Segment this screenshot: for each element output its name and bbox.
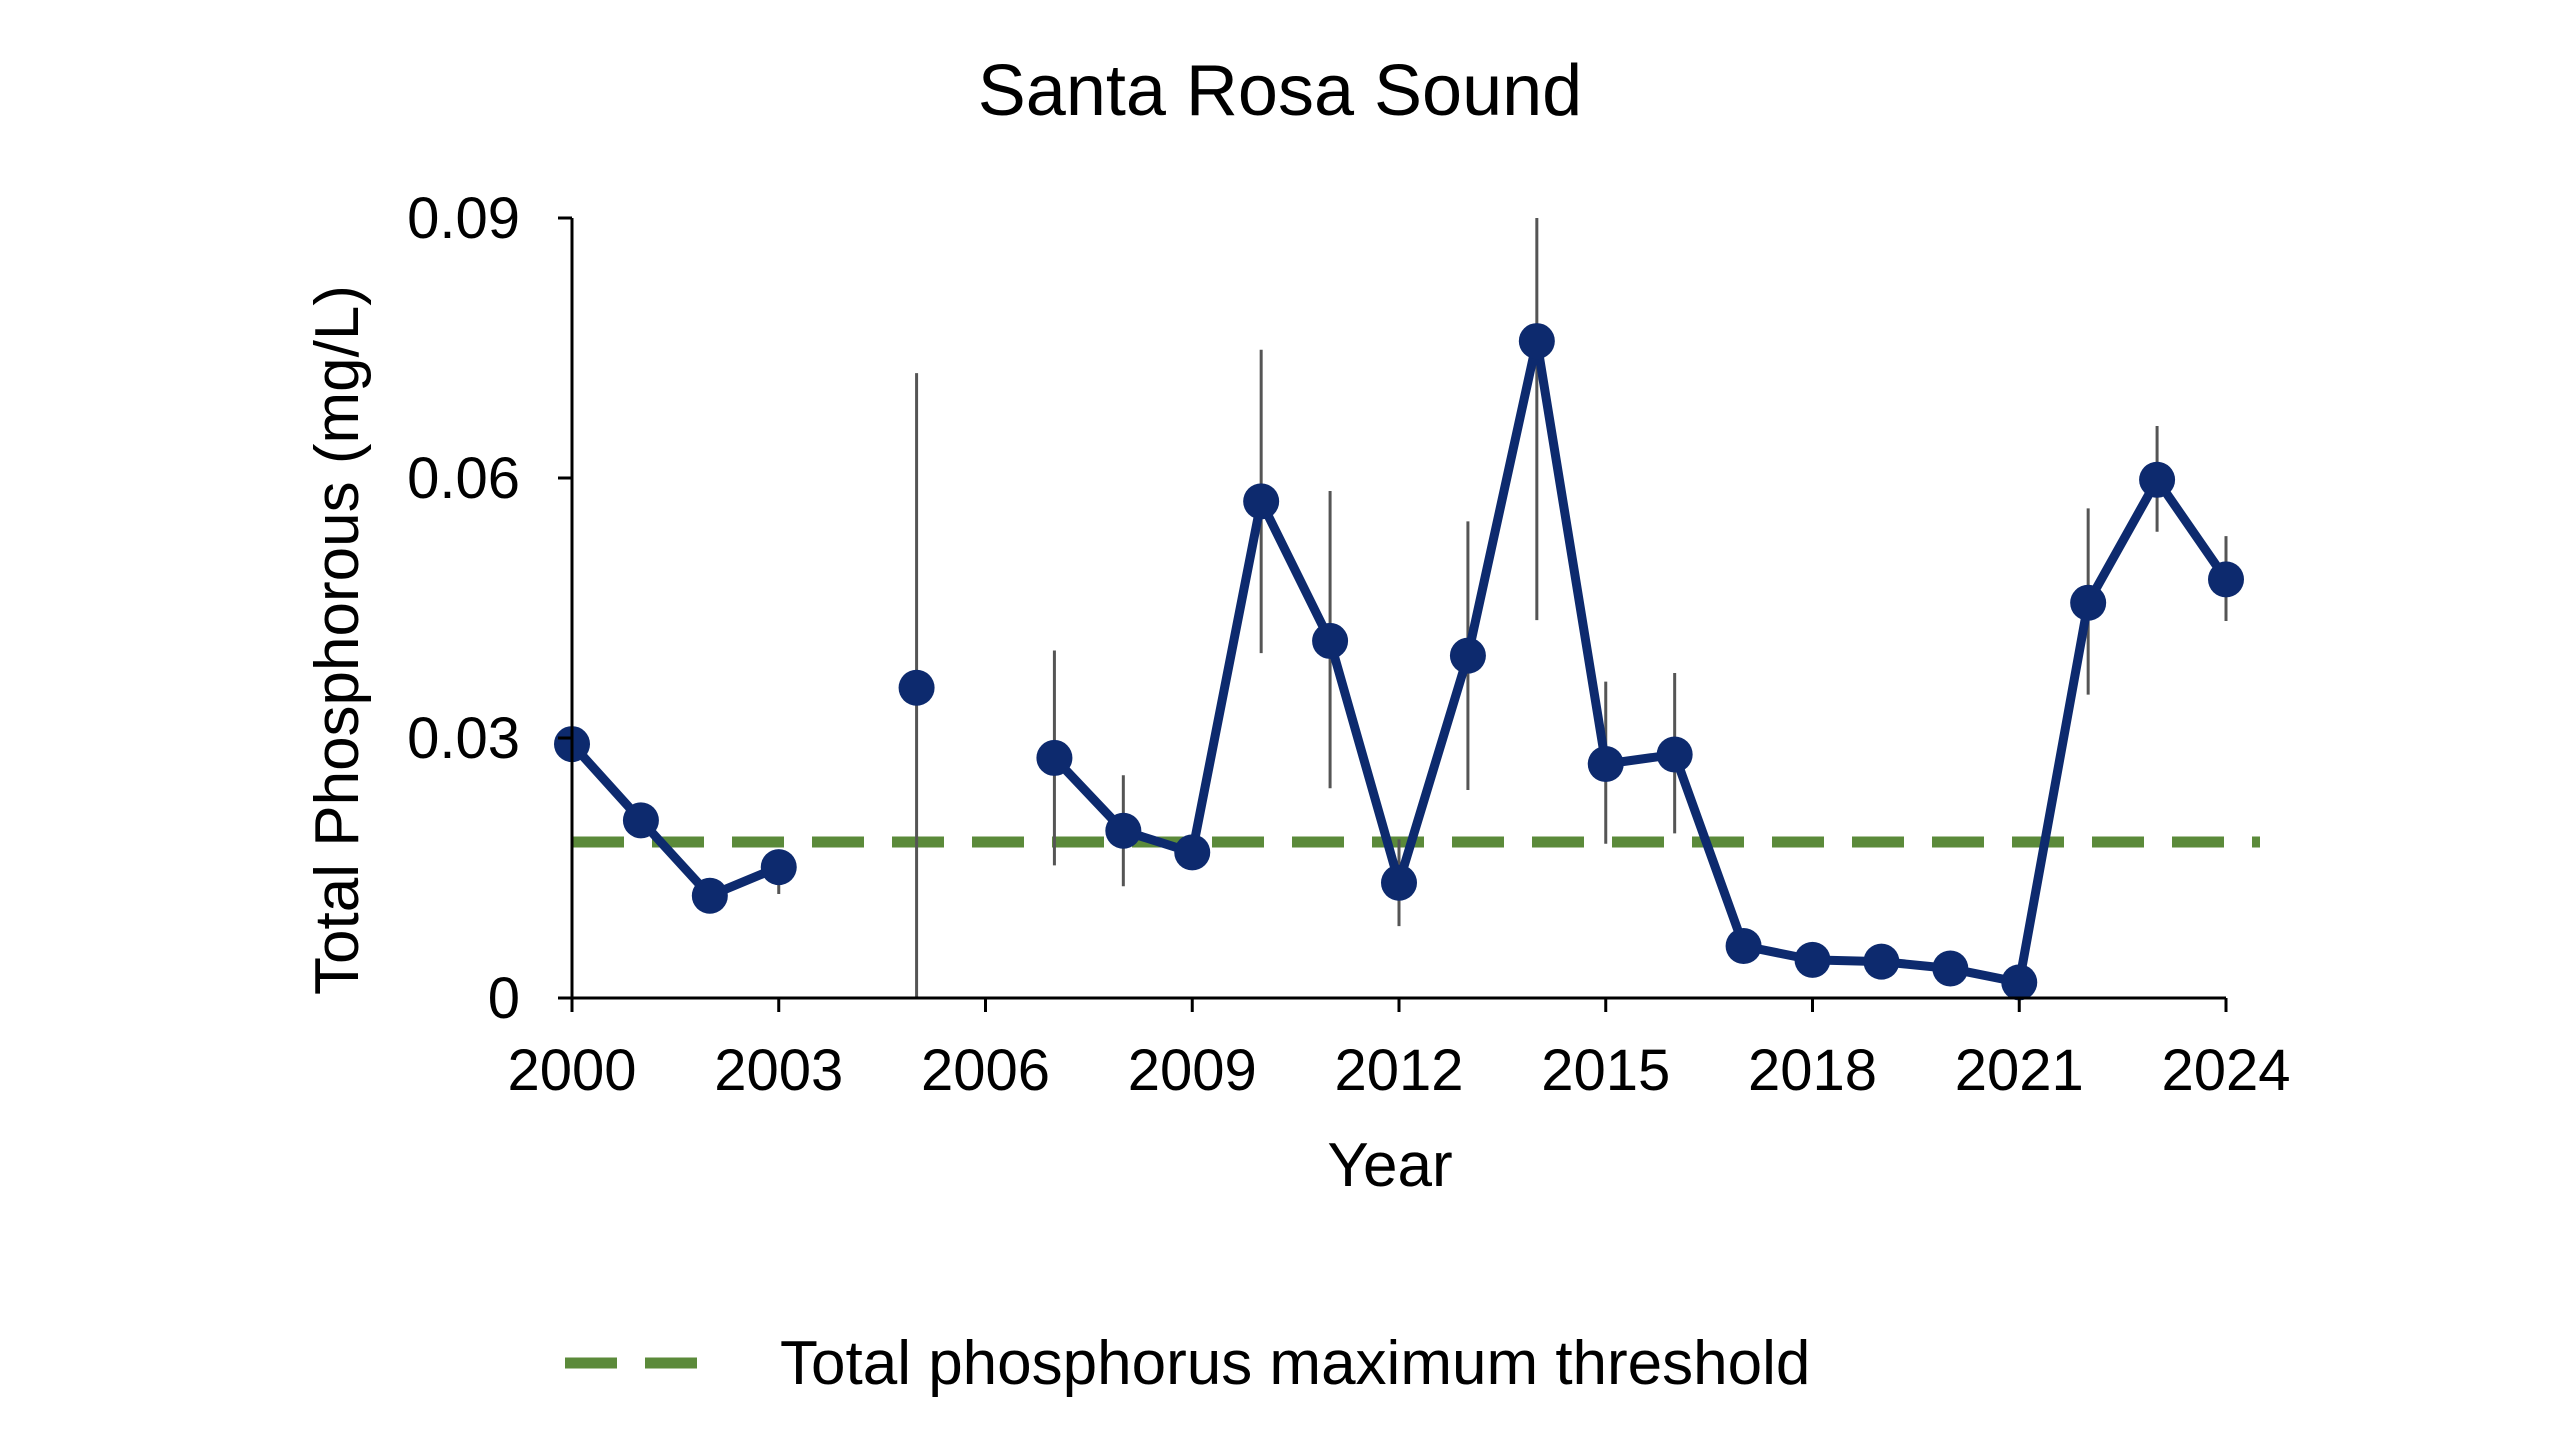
axes: 0 0.03 0.06 0.09 2000 2003 2006 2009 2012 2015 201… [407,186,2290,1103]
error-bars [777,218,2228,998]
data-point [1794,941,1831,978]
data-point [1932,950,1969,987]
data-point [2070,584,2107,621]
data-point [1381,864,1417,901]
data-point [691,877,728,914]
legend-label: Total phosphorus maximum threshold [780,1329,1810,1398]
data-point [2139,461,2176,498]
x-tick-label: 2015 [1541,1038,1670,1103]
series-line [567,739,784,901]
chart-title: Santa Rosa Sound [978,51,1582,131]
x-tick-label: 2012 [1334,1038,1463,1103]
x-tick-label: 2003 [714,1038,843,1103]
data-point [1656,736,1693,773]
data-point [1105,812,1142,849]
data-point [2001,964,2038,1001]
data-point [760,849,797,886]
x-axis-label: Year [1327,1131,1452,1200]
y-tick-label: 0.03 [407,706,520,771]
x-tick-label: 2009 [1128,1038,1257,1103]
x-tick-label: 2018 [1748,1038,1877,1103]
data-points [554,323,2244,1001]
y-tick-label: 0 [488,966,520,1031]
data-point [1449,637,1486,674]
legend: Total phosphorus maximum threshold [565,1329,1810,1398]
y-tick-label: 0.09 [407,186,520,251]
x-tick-label: 2024 [2161,1038,2290,1103]
x-tick-label: 2021 [1955,1038,2084,1103]
series-line [1049,336,2231,987]
data-point [1312,622,1349,659]
data-point [1243,483,1280,520]
y-tick-label: 0.06 [407,446,520,511]
x-tick-label: 2000 [507,1038,636,1103]
data-point [2208,561,2244,598]
x-tick-label: 2006 [921,1038,1050,1103]
data-point [1518,323,1555,360]
data-point [1036,739,1073,776]
y-axis-label: Total Phosphorous (mg/L) [303,285,372,995]
data-point [1174,834,1211,871]
series-lines [567,336,2231,987]
data-point [1725,928,1762,964]
data-point [1863,943,1900,980]
data-point [898,669,935,706]
data-point [622,802,659,839]
data-point [1587,746,1624,782]
